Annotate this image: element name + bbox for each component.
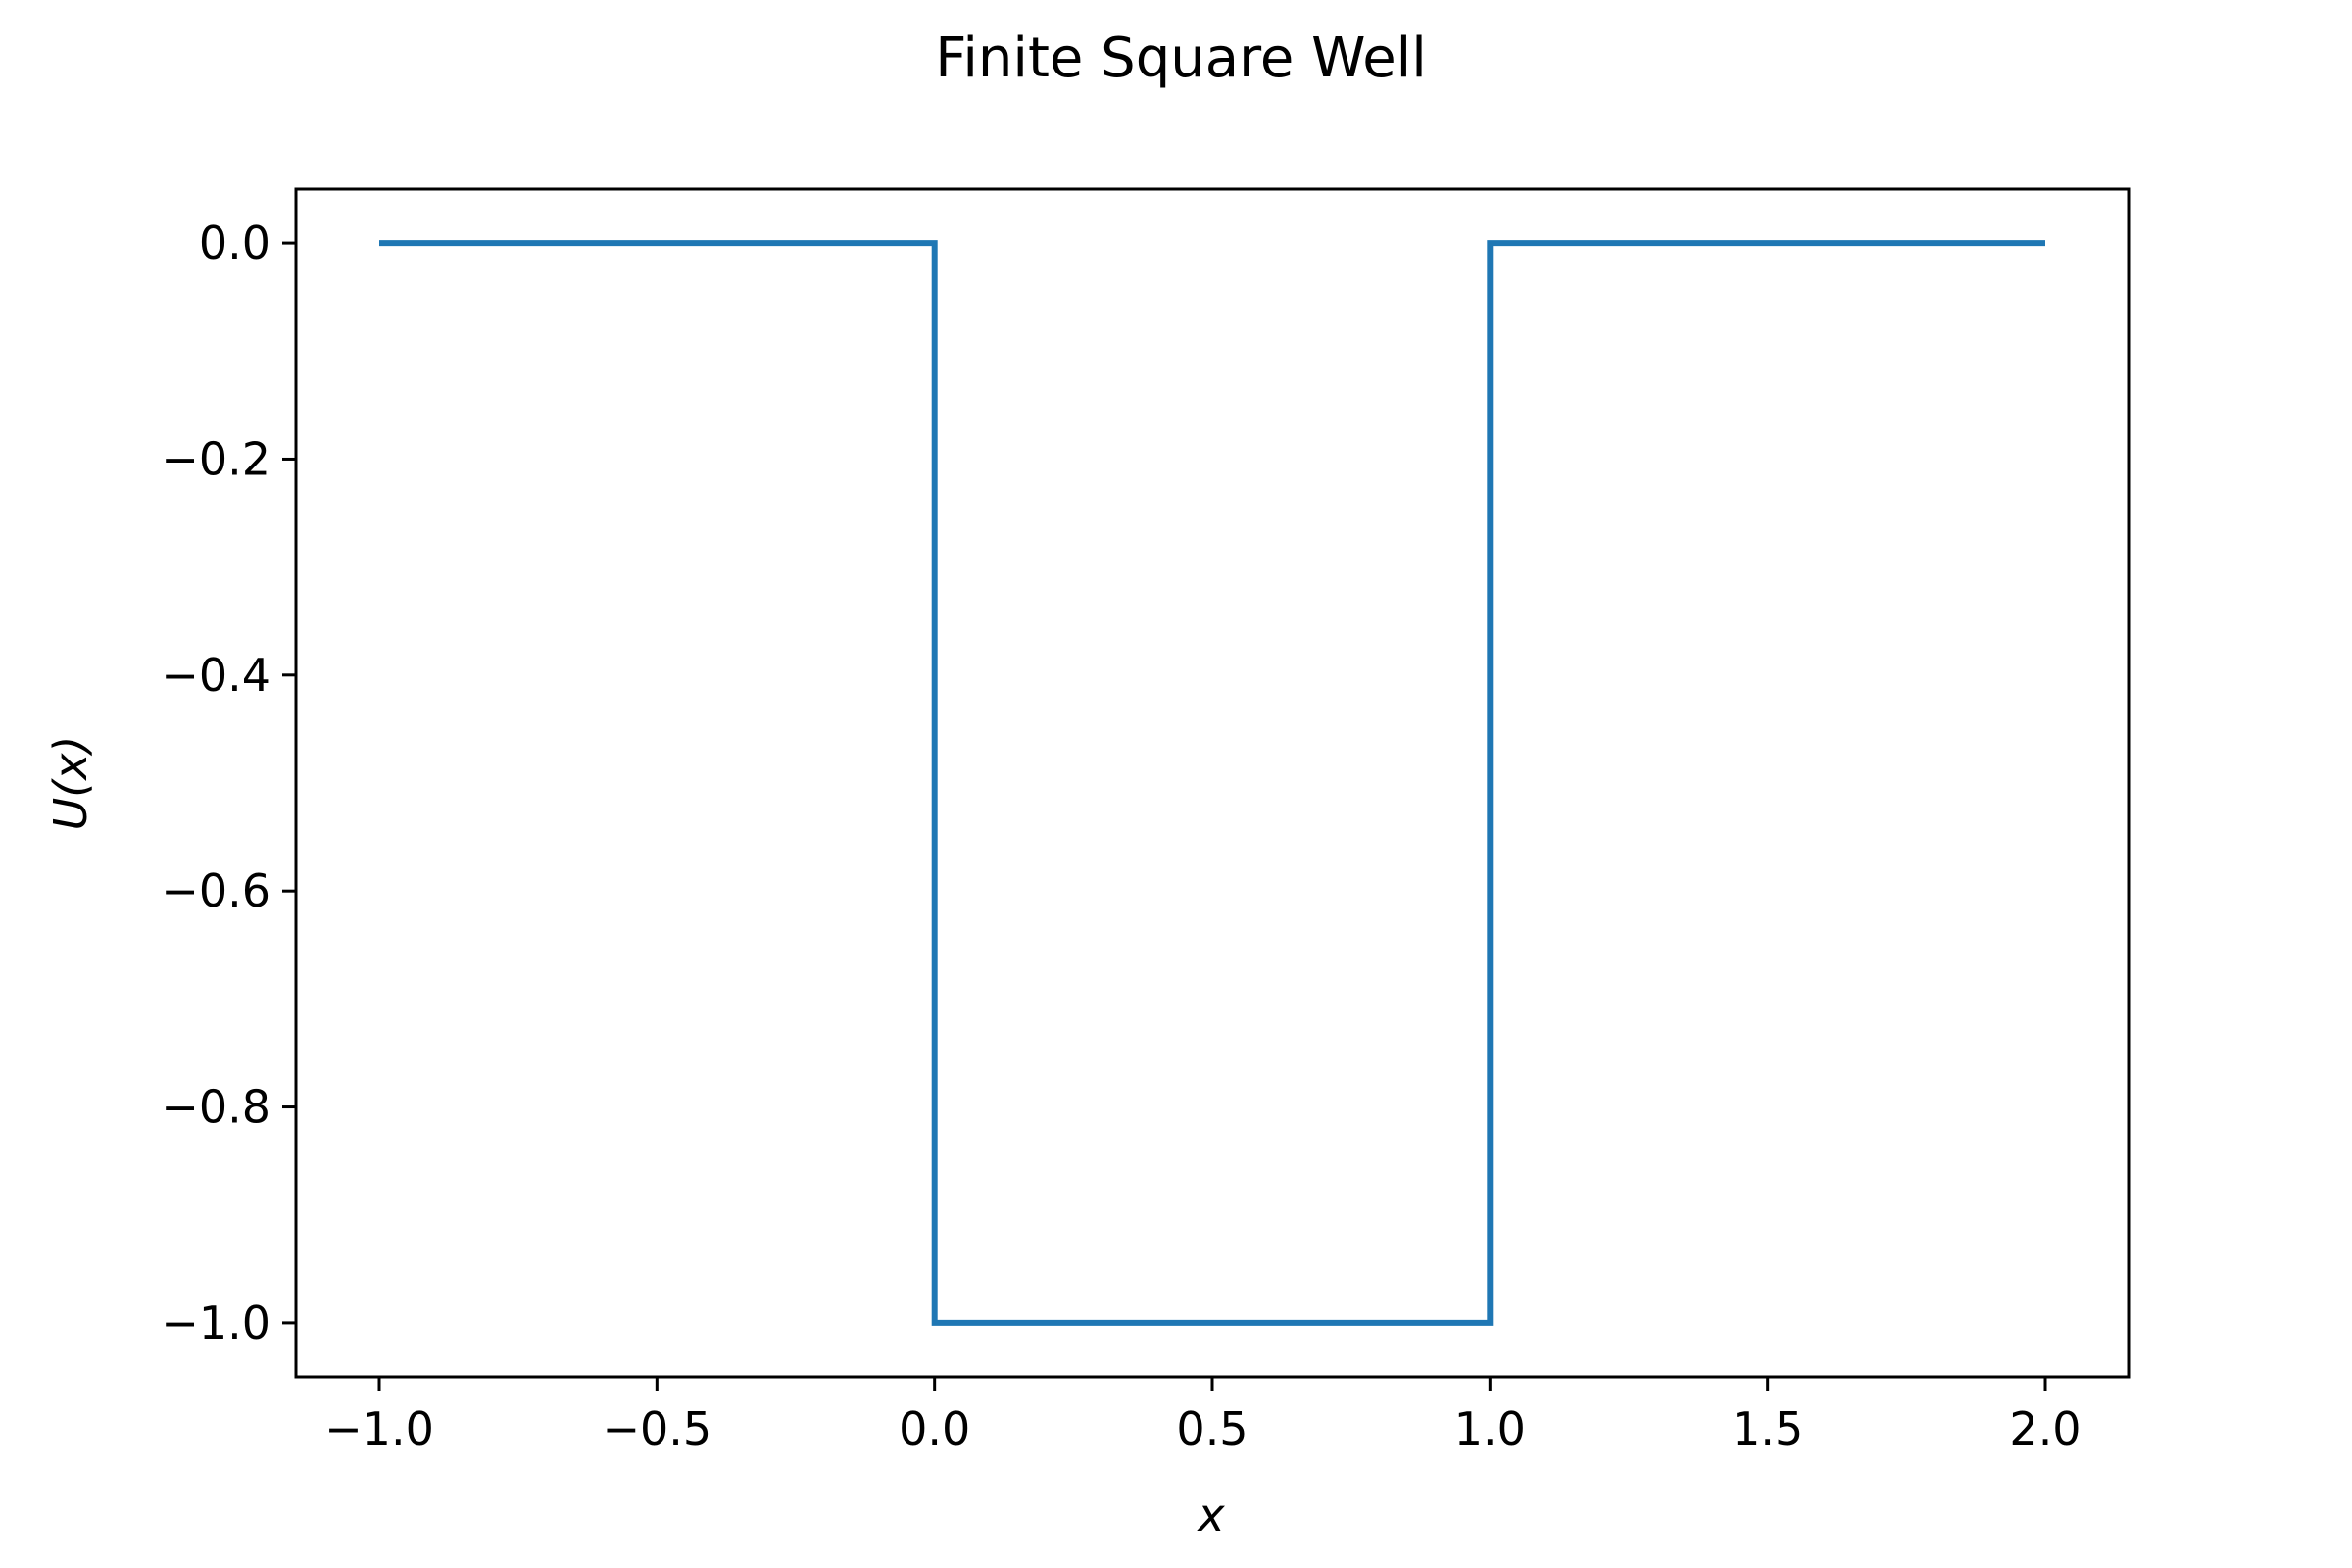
- x-axis: −1.0 −0.5 0.0 0.5 1.0 1.5 2.0: [324, 1377, 2082, 1455]
- x-tick-label: 1.5: [1732, 1402, 1803, 1455]
- x-tick-label: −0.5: [602, 1402, 711, 1455]
- y-tick-label: −0.4: [161, 649, 270, 702]
- y-axis: 0.0 −0.2 −0.4 −0.6 −0.8 −1.0: [161, 217, 296, 1349]
- y-tick-label: 0.0: [199, 217, 270, 270]
- series-line-0: [379, 240, 2045, 1326]
- x-tick-label: −1.0: [324, 1402, 434, 1455]
- y-axis-label: U(x): [44, 736, 97, 831]
- plot-area: [379, 240, 2045, 1326]
- x-tick-label: 2.0: [2009, 1402, 2081, 1455]
- x-axis-label: x: [1196, 1489, 1225, 1542]
- x-tick-label: 0.0: [899, 1402, 970, 1455]
- x-tick-label: 1.0: [1454, 1402, 1526, 1455]
- y-tick-label: −0.8: [161, 1081, 270, 1134]
- y-tick-label: −0.6: [161, 864, 270, 917]
- y-tick-label: −0.2: [161, 432, 270, 485]
- chart-title: Finite Square Well: [935, 26, 1427, 90]
- plot-frame: [294, 187, 2131, 1379]
- y-tick-label: −1.0: [161, 1297, 270, 1349]
- x-tick-label: 0.5: [1176, 1402, 1248, 1455]
